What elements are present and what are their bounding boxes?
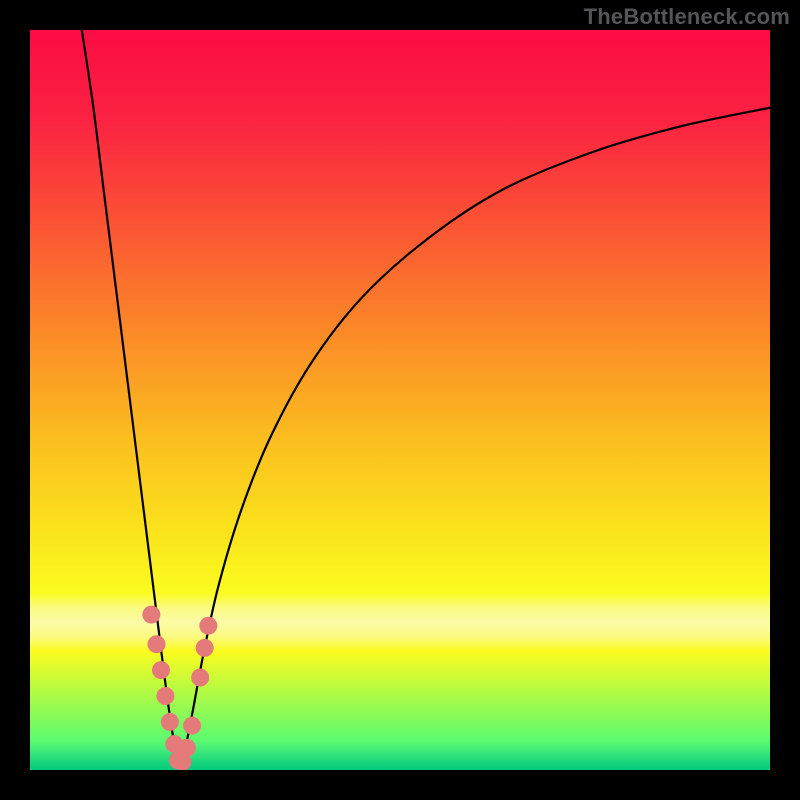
watermark-text: TheBottleneck.com bbox=[584, 4, 790, 30]
marker-dot bbox=[199, 617, 217, 635]
marker-dot bbox=[178, 739, 196, 757]
marker-dot bbox=[156, 687, 174, 705]
marker-dot bbox=[196, 639, 214, 657]
chart-frame: TheBottleneck.com bbox=[0, 0, 800, 800]
marker-dot bbox=[148, 635, 166, 653]
bottleneck-curve-chart bbox=[30, 30, 770, 770]
plot-area bbox=[30, 30, 770, 770]
marker-dot bbox=[142, 606, 160, 624]
gradient-background bbox=[30, 30, 770, 770]
marker-dot bbox=[161, 713, 179, 731]
marker-dot bbox=[183, 717, 201, 735]
marker-dot bbox=[152, 661, 170, 679]
marker-dot bbox=[191, 669, 209, 687]
